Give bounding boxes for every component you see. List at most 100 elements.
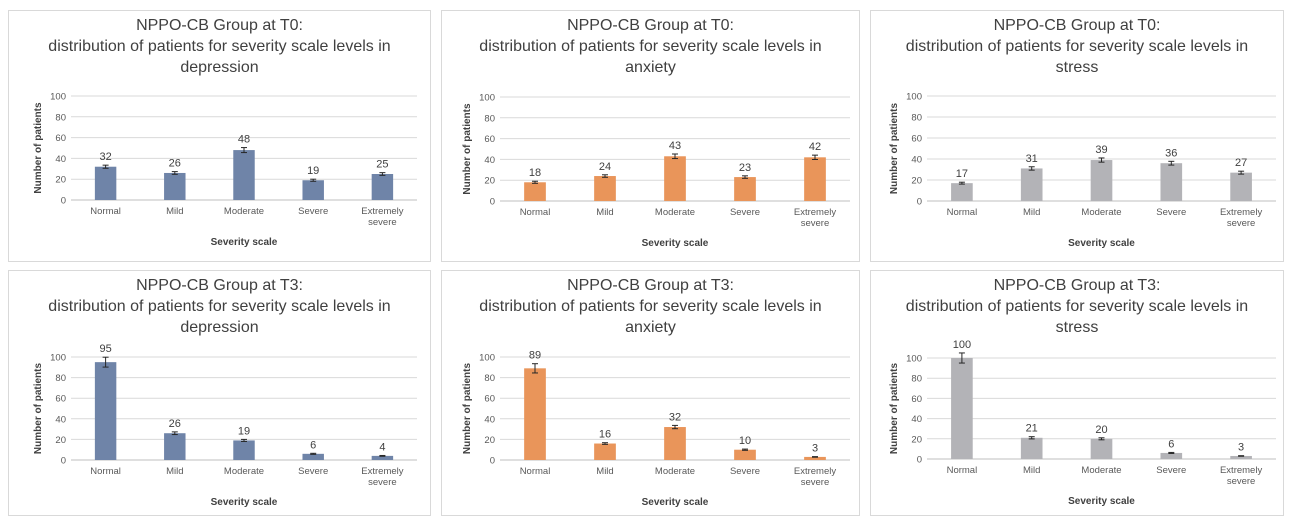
- x-tick-label: Mild: [166, 206, 183, 217]
- y-tick-label: 100: [50, 92, 66, 103]
- y-tick-label: 80: [911, 374, 922, 385]
- data-label: 32: [669, 411, 681, 423]
- data-label: 42: [809, 141, 821, 153]
- chart-subtitle-line-1: distribution of patients for severity sc…: [905, 298, 1249, 315]
- y-tick-label: 20: [484, 435, 495, 446]
- bar-chart-svg: 0 20 40 60 80 100 Number of patients 100 Normal 2…: [889, 339, 1276, 507]
- bar: [1020, 168, 1043, 201]
- x-tick-label: Moderate: [655, 466, 695, 477]
- bar: [951, 183, 973, 201]
- y-tick-label: 40: [911, 414, 922, 425]
- x-tick-label: Extremely: [794, 207, 836, 218]
- y-tick-label: 80: [911, 113, 922, 124]
- x-tick-label: Normal: [90, 206, 121, 217]
- bar: [371, 455, 394, 460]
- chart-subtitle-line-2: stress: [1055, 59, 1099, 76]
- chart-title-block: NPPO-CB Group at T0: distribution of pat…: [9, 15, 430, 78]
- data-label: 48: [238, 134, 250, 146]
- data-label: 26: [169, 158, 181, 170]
- x-tick-label: severe: [1227, 476, 1256, 487]
- chart-subtitle-line-1: distribution of patients for severity sc…: [479, 38, 822, 55]
- bar: [302, 180, 324, 200]
- y-axis-title: Number of patients: [889, 103, 900, 195]
- bar: [164, 433, 186, 460]
- y-axis-title: Number of patients: [33, 363, 44, 455]
- y-tick-label: 20: [55, 175, 66, 186]
- x-axis-title: Severity scale: [1068, 238, 1135, 249]
- y-tick-label: 0: [490, 456, 495, 467]
- bar: [1230, 172, 1252, 201]
- bar: [664, 156, 686, 201]
- chart-subtitle-line-1: distribution of patients for severity sc…: [905, 38, 1249, 55]
- bar: [524, 368, 546, 460]
- chart-stress-t3: NPPO-CB Group at T3: distribution of pat…: [870, 270, 1284, 516]
- y-axis-title: Number of patients: [33, 102, 44, 194]
- y-tick-label: 0: [490, 197, 495, 208]
- y-axis-title: Number of patients: [462, 363, 473, 455]
- chart-title-block: NPPO-CB Group at T3: distribution of pat…: [442, 275, 859, 338]
- y-tick-label: 80: [55, 112, 66, 123]
- bar: [1090, 160, 1113, 201]
- bar: [1020, 437, 1043, 459]
- bar: [804, 157, 826, 201]
- bar: [1160, 452, 1183, 459]
- x-tick-label: Extremely: [794, 466, 836, 477]
- y-tick-label: 60: [484, 134, 495, 145]
- y-tick-label: 40: [55, 414, 66, 425]
- x-tick-label: Mild: [1023, 465, 1040, 476]
- chart-title: NPPO-CB Group at T0:: [136, 17, 303, 34]
- x-tick-label: Severe: [1156, 207, 1186, 218]
- data-label: 19: [238, 425, 250, 437]
- data-label: 24: [599, 161, 611, 173]
- bar-chart-svg: 0 20 40 60 80 100 Number of patients 95 Normal 26…: [33, 343, 417, 508]
- bar-chart-svg: 0 20 40 60 80 100 Number of patients 89 Normal 16…: [462, 350, 850, 508]
- data-label: 16: [599, 429, 611, 441]
- chart-subtitle-line-2: anxiety: [625, 319, 676, 336]
- y-tick-label: 20: [55, 435, 66, 446]
- chart-subtitle-line-2: anxiety: [625, 59, 676, 76]
- y-tick-label: 40: [55, 154, 66, 165]
- chart-subtitle-line-1: distribution of patients for severity sc…: [48, 38, 391, 55]
- y-axis-title: Number of patients: [889, 363, 900, 455]
- y-tick-label: 0: [61, 196, 66, 207]
- bar: [804, 456, 826, 460]
- chart-title: NPPO-CB Group at T0:: [567, 17, 734, 34]
- chart-title: NPPO-CB Group at T3:: [993, 277, 1161, 294]
- data-label: 43: [669, 140, 681, 152]
- bar: [594, 443, 616, 460]
- chart-title-block: NPPO-CB Group at T0: distribution of pat…: [871, 15, 1283, 78]
- bar: [164, 172, 186, 200]
- x-tick-label: Normal: [520, 207, 551, 218]
- x-tick-label: Moderate: [1081, 207, 1121, 218]
- bar: [594, 176, 616, 201]
- x-tick-label: Extremely: [1220, 465, 1262, 476]
- data-label: 18: [529, 167, 541, 179]
- x-tick-label: Severe: [298, 466, 328, 477]
- chart-subtitle-line-1: distribution of patients for severity sc…: [479, 298, 822, 315]
- x-tick-label: Moderate: [1081, 465, 1121, 476]
- x-tick-label: Moderate: [224, 466, 264, 477]
- chart-title-block: NPPO-CB Group at T3: distribution of pat…: [871, 275, 1283, 338]
- chart-stress-t0: NPPO-CB Group at T0: distribution of pat…: [870, 10, 1284, 262]
- bar: [94, 166, 117, 200]
- data-label: 36: [1165, 147, 1177, 159]
- data-label: 20: [1095, 424, 1107, 436]
- y-tick-label: 100: [906, 92, 922, 103]
- chart-title-block: NPPO-CB Group at T0: distribution of pat…: [442, 15, 859, 78]
- x-axis-title: Severity scale: [211, 237, 278, 248]
- y-tick-label: 60: [911, 394, 922, 405]
- y-tick-label: 20: [484, 176, 495, 187]
- data-label: 25: [376, 159, 388, 171]
- y-tick-label: 0: [917, 197, 922, 208]
- chart-title: NPPO-CB Group at T3:: [567, 277, 734, 294]
- x-tick-label: severe: [368, 477, 397, 488]
- x-axis-title: Severity scale: [211, 497, 278, 508]
- data-label: 27: [1235, 157, 1247, 169]
- data-label: 3: [1238, 442, 1244, 454]
- x-tick-label: Normal: [947, 207, 978, 218]
- y-tick-label: 20: [911, 176, 922, 187]
- chart-title: NPPO-CB Group at T3:: [136, 277, 303, 294]
- y-tick-label: 0: [61, 456, 66, 467]
- x-tick-label: severe: [801, 218, 830, 229]
- data-label: 39: [1095, 144, 1107, 156]
